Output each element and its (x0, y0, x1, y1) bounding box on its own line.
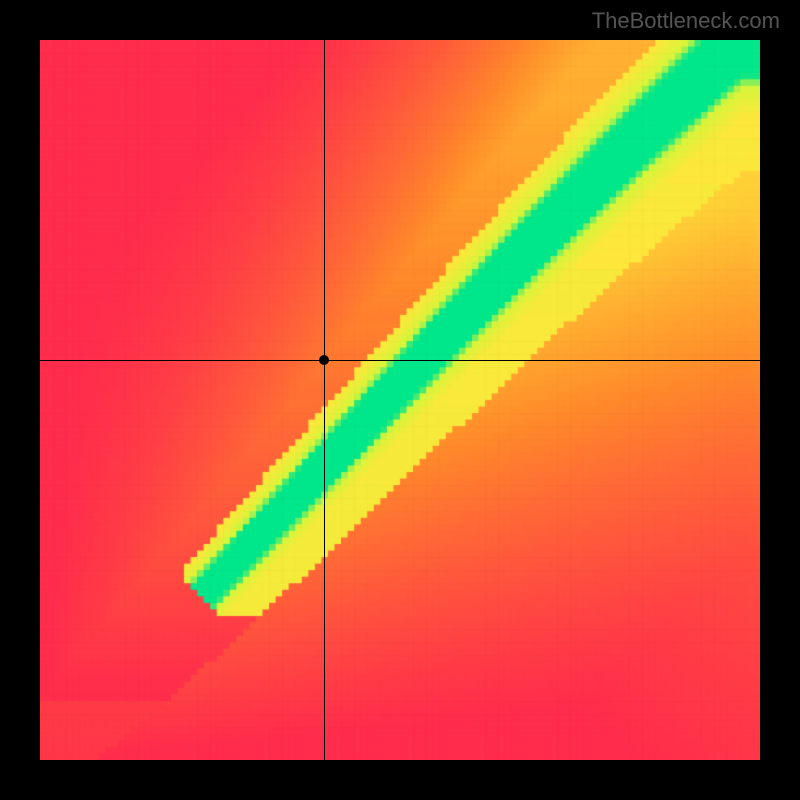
watermark-text: TheBottleneck.com (592, 8, 780, 34)
heatmap-canvas (40, 40, 760, 760)
heatmap-plot (40, 40, 760, 760)
crosshair-marker (319, 355, 329, 365)
crosshair-horizontal (40, 360, 760, 361)
crosshair-vertical (324, 40, 325, 760)
